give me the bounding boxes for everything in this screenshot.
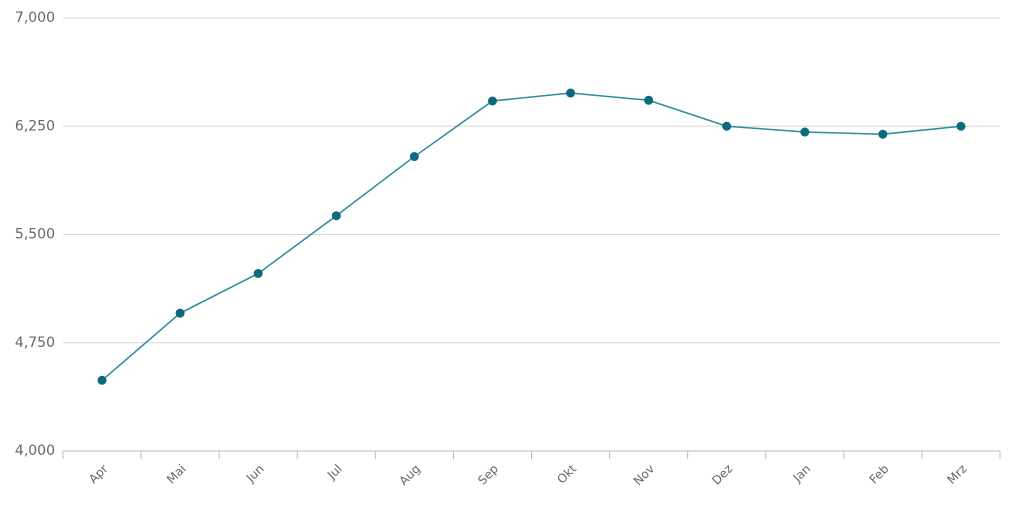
y-tick-label: 5,500 (15, 227, 55, 243)
line (101, 92, 962, 381)
x-tick-label: Jul (324, 462, 345, 483)
x-tick-label: Okt (554, 461, 579, 486)
x-tick-label: Sep (475, 462, 501, 488)
x-tick-label: Dez (709, 462, 735, 488)
point (175, 308, 185, 318)
x-tick-label: Feb (867, 462, 892, 487)
point (253, 268, 263, 278)
x-tick-label: Nov (631, 462, 657, 488)
y-tick-label: 4,750 (15, 335, 55, 351)
point (97, 375, 107, 385)
x-tick-label: Jan (790, 462, 814, 486)
point (409, 152, 419, 162)
x-tick-label: Mrz (944, 462, 969, 487)
point (722, 121, 732, 131)
x-tick-label: Aug (396, 462, 422, 488)
point (566, 88, 576, 98)
y-tick-label: 4,000 (15, 443, 55, 459)
y-tick-label: 7,000 (15, 10, 55, 26)
point (487, 96, 497, 106)
y-tick-label: 6,250 (15, 118, 55, 134)
x-tick-label: Jun (243, 462, 267, 486)
point (800, 127, 810, 137)
point (644, 95, 654, 105)
x-tick-label: Mai (164, 462, 189, 487)
point (956, 121, 966, 131)
x-tick-label: Apr (86, 462, 111, 487)
point (331, 211, 341, 221)
point (878, 129, 888, 139)
